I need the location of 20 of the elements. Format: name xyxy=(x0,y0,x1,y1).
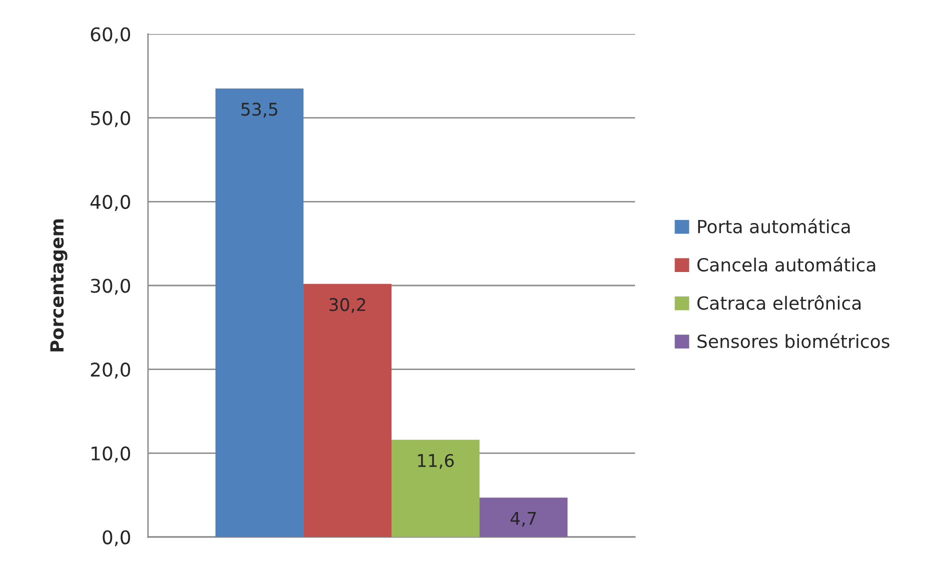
y-axis-title: Porcentagem xyxy=(50,219,68,352)
bar xyxy=(392,440,480,537)
y-tick-label: 10,0 xyxy=(92,446,130,462)
legend-label: Cancela automática xyxy=(697,256,876,272)
bar xyxy=(480,498,568,537)
data-label: 53,5 xyxy=(241,102,278,118)
data-label: 11,6 xyxy=(418,454,454,469)
legend-label: Sensores biométricos xyxy=(698,333,890,348)
y-tick-label: 50,0 xyxy=(91,111,130,128)
bar xyxy=(303,284,392,537)
y-tick-label: 30,0 xyxy=(91,278,130,295)
data-label: 30,2 xyxy=(329,298,366,313)
legend-label: Catraca eletrônica xyxy=(697,295,861,310)
data-label: 4,7 xyxy=(510,512,536,527)
y-tick-label: 20,0 xyxy=(90,362,130,379)
y-tick-label: 60,0 xyxy=(90,27,130,44)
legend-label: Porta automática xyxy=(698,218,850,234)
bar xyxy=(215,88,304,537)
y-tick-label: 0,0 xyxy=(102,530,130,546)
y-tick-label: 40,0 xyxy=(90,194,130,211)
